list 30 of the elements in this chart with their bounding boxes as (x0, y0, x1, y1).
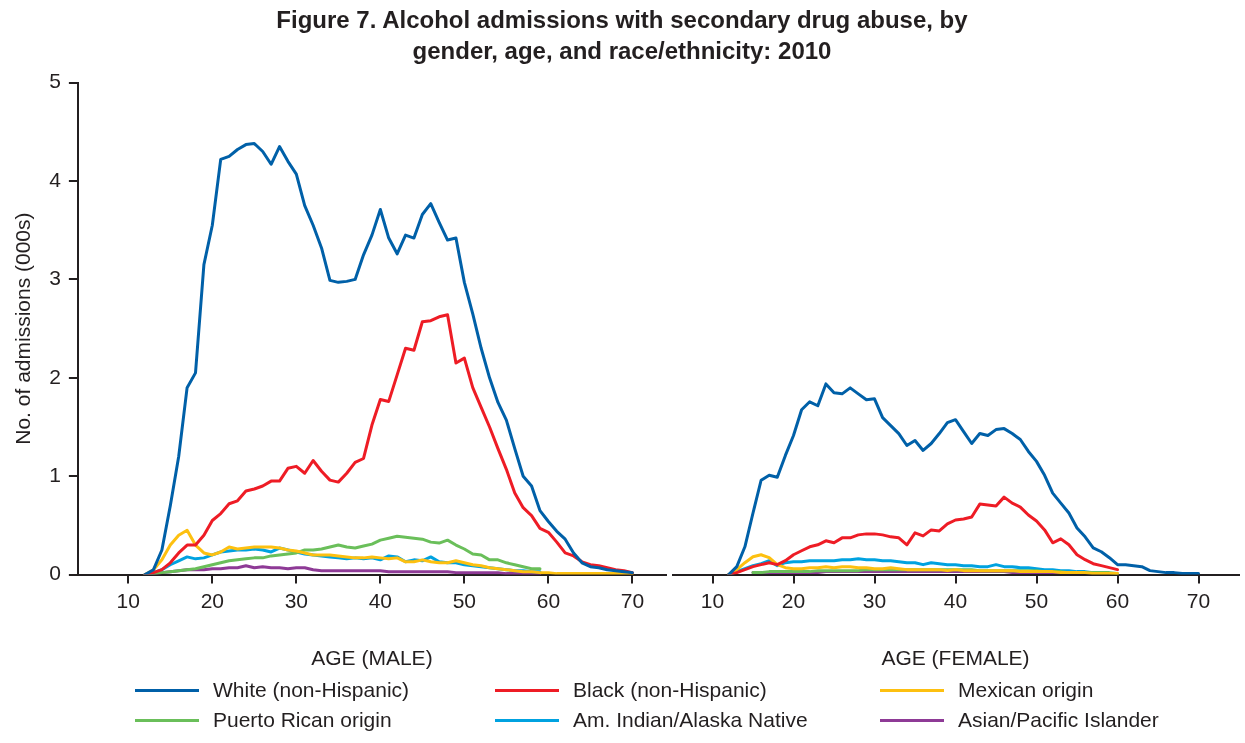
x-tick-label: 10 (700, 589, 725, 612)
x-tick-label: 50 (452, 589, 477, 612)
y-tick-label: 5 (49, 69, 61, 93)
x-tick-label: 60 (1105, 589, 1130, 612)
legend-label: Puerto Rican origin (213, 708, 392, 732)
y-tick-label: 1 (49, 463, 61, 486)
y-tick-label: 3 (49, 266, 61, 290)
y-tick-label: 0 (49, 561, 61, 585)
chart-title: Figure 7. Alcohol admissions with secondary drug abuse, by gender, age, and race/ethnicity: 2010 (275, 5, 969, 66)
x-tick-label: 10 (116, 589, 140, 612)
x-tick-label: 70 (620, 589, 645, 612)
x-tick-label: 20 (781, 589, 806, 612)
x-tick-label: 30 (284, 589, 308, 612)
x-tick-label: 50 (1024, 589, 1049, 612)
x-tick-label: 40 (368, 589, 393, 612)
legend-label: Am. Indian/Alaska Native (573, 708, 808, 732)
legend-label: Mexican origin (958, 678, 1094, 702)
y-tick-label: 2 (49, 364, 61, 388)
y-axis-title: No. of admissions (000s) (11, 212, 35, 445)
x-tick-label: 40 (943, 589, 968, 612)
legend-label: Black (non-Hispanic) (573, 678, 767, 702)
x-tick-label: 20 (200, 589, 224, 612)
x-axis-title: AGE (FEMALE) (881, 646, 1030, 670)
x-tick-label: 60 (536, 589, 561, 612)
x-tick-label: 70 (1186, 589, 1211, 612)
x-axis-title: AGE (MALE) (311, 646, 433, 670)
legend-label: White (non-Hispanic) (213, 678, 410, 702)
x-tick-label: 30 (862, 589, 887, 612)
y-tick-label: 4 (49, 167, 62, 191)
legend-label: Asian/Pacific Islander (958, 708, 1159, 732)
